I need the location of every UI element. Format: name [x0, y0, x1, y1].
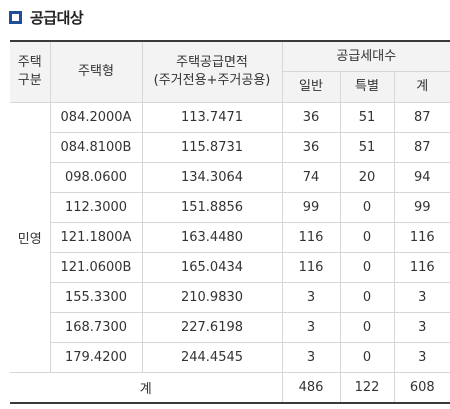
table-row: 112.3000 151.8856 99 0 99 [10, 192, 450, 223]
supply-area-cell: 163.4480 [141, 222, 283, 253]
general-count-cell: 99 [281, 192, 341, 223]
table-row: 098.0600 134.3064 74 20 94 [10, 162, 450, 193]
header-general: 일반 [282, 71, 341, 103]
summary-total: 608 [393, 372, 450, 404]
special-count-cell: 51 [339, 132, 395, 163]
summary-general: 486 [281, 372, 341, 404]
square-bullet-icon [9, 10, 22, 24]
total-count-cell: 94 [393, 162, 450, 193]
total-count-cell: 116 [393, 222, 450, 253]
section-title: 공급대상 [30, 8, 84, 27]
type-group-cell: 민영 [10, 102, 51, 373]
special-count-cell: 0 [339, 252, 395, 283]
house-type-cell: 179.4200 [50, 342, 143, 373]
general-count-cell: 3 [281, 342, 341, 373]
total-count-cell: 99 [393, 192, 450, 223]
supply-area-cell: 134.3064 [141, 162, 283, 193]
house-type-cell: 121.0600B [50, 252, 143, 283]
header-area-line1: 주택공급면적 [176, 55, 248, 70]
supply-area-cell: 151.8856 [141, 192, 283, 223]
table-row: 121.1800A 163.4480 116 0 116 [10, 222, 450, 253]
special-count-cell: 0 [339, 192, 395, 223]
house-type-cell: 112.3000 [50, 192, 143, 223]
summary-label: 계 [10, 372, 283, 404]
header-supply-count: 공급세대수 [281, 40, 450, 72]
total-count-cell: 3 [393, 282, 450, 313]
table-row: 084.8100B 115.8731 36 51 87 [10, 132, 450, 163]
total-count-cell: 116 [393, 252, 450, 283]
summary-special: 122 [339, 372, 395, 404]
table-row: 민영 084.2000A 113.7471 36 51 87 [10, 102, 450, 373]
special-count-cell: 0 [339, 342, 395, 373]
general-count-cell: 116 [281, 252, 341, 283]
supply-area-cell: 244.4545 [141, 342, 283, 373]
supply-area-cell: 210.9830 [141, 282, 283, 313]
header-area-line2: (주거전용+주거공용) [153, 73, 271, 88]
house-type-cell: 084.2000A [49, 102, 143, 133]
header-special: 특별 [339, 71, 395, 103]
table-row: 168.7300 227.6198 3 0 3 [10, 312, 450, 343]
special-count-cell: 51 [339, 102, 395, 133]
table-body: 민영 084.2000A 113.7471 36 51 87 084.8100B 115.87… [10, 102, 450, 404]
house-type-cell: 098.0600 [50, 162, 143, 193]
header-supply-area: 주택공급면적 (주거전용+주거공용) [141, 40, 283, 103]
special-count-cell: 0 [339, 282, 395, 313]
supply-area-cell: 227.6198 [141, 312, 283, 343]
supply-target-table: 주택 구분 주택형 주택공급면적 (주거전용+주거공용) 공급세대수 일반 특별… [10, 40, 450, 404]
house-type-cell: 121.1800A [50, 222, 143, 253]
supply-area-cell: 165.0434 [141, 252, 283, 283]
house-type-cell: 084.8100B [50, 132, 143, 163]
general-count-cell: 3 [281, 282, 341, 313]
total-count-cell: 87 [393, 132, 450, 163]
section-header: 공급대상 [9, 6, 84, 28]
table-row: 155.3300 210.9830 3 0 3 [10, 282, 450, 313]
table-row: 121.0600B 165.0434 116 0 116 [10, 252, 450, 283]
house-type-cell: 155.3300 [50, 282, 143, 313]
total-count-cell: 3 [393, 342, 450, 373]
header-type-group: 주택 구분 [10, 40, 51, 103]
general-count-cell: 36 [281, 102, 341, 133]
general-count-cell: 36 [281, 132, 341, 163]
general-count-cell: 74 [281, 162, 341, 193]
header-house-type: 주택형 [49, 40, 143, 103]
special-count-cell: 20 [339, 162, 395, 193]
header-total: 계 [393, 71, 450, 103]
supply-area-cell: 115.8731 [141, 132, 283, 163]
total-count-cell: 3 [393, 312, 450, 343]
special-count-cell: 0 [339, 312, 395, 343]
general-count-cell: 3 [281, 312, 341, 343]
house-type-cell: 168.7300 [50, 312, 143, 343]
special-count-cell: 0 [339, 222, 395, 253]
general-count-cell: 116 [281, 222, 341, 253]
total-count-cell: 87 [393, 102, 450, 133]
table-row: 179.4200 244.4545 3 0 3 [10, 342, 450, 373]
summary-row: 계 486 122 608 [10, 372, 450, 404]
header-row: 주택 구분 주택형 주택공급면적 (주거전용+주거공용) 공급세대수 [10, 40, 450, 103]
supply-area-cell: 113.7471 [141, 102, 283, 133]
